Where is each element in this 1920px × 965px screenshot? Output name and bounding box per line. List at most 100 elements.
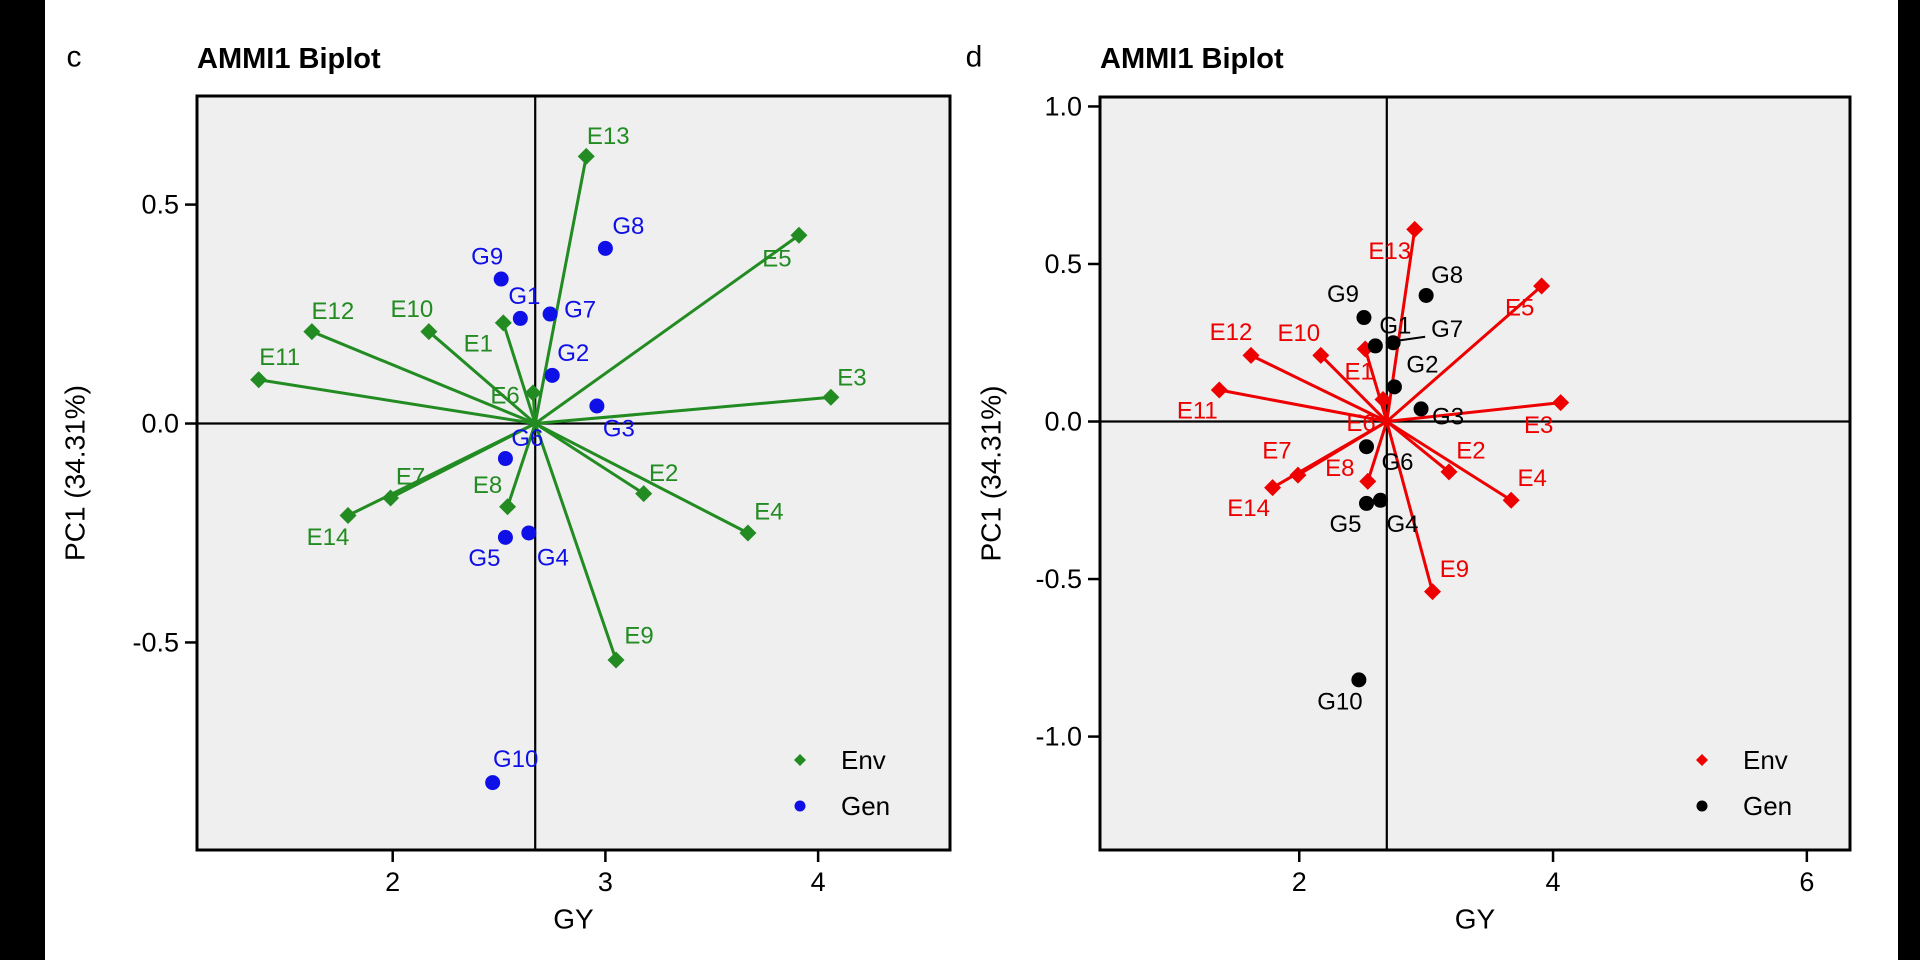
panel-c-gen-point-G5 xyxy=(497,529,513,545)
panel-c-env-point-E8 xyxy=(499,498,517,516)
panel-d-env-vector-E12 xyxy=(1250,354,1388,423)
panel-d-env-point-E3 xyxy=(1552,394,1570,412)
panel-c-env-vector-E14 xyxy=(347,422,536,517)
panel-d-legend-label-Gen: Gen xyxy=(1743,791,1792,821)
panel-d-gen-label-G2: G2 xyxy=(1406,351,1438,378)
panel-c: E1 E2 E3 E4 E5 E6 E7 E8 E9 E10 E11 E12 E13 E14 G1 G2 G3 G… xyxy=(60,41,952,935)
panel-d-env-point-E13 xyxy=(1406,220,1424,238)
panel-d-gen-point-G7 xyxy=(1385,335,1401,351)
panel-d-gen-point-G8 xyxy=(1418,287,1434,303)
panel-d-env-label-E13: E13 xyxy=(1368,238,1411,265)
panel-d-gen-point-G5 xyxy=(1358,495,1374,511)
panel-c-y-tick-label-0.0: 0.0 xyxy=(141,409,179,439)
panel-d-gen-point-G10 xyxy=(1351,672,1367,688)
panel-d-env-vector-E5 xyxy=(1385,284,1543,423)
panel-c-gen-point-G6 xyxy=(497,451,513,467)
panel-c-gen-point-G8 xyxy=(597,240,613,256)
panel-d-env-vector-E3 xyxy=(1386,401,1561,424)
panel-c-gen-label-G9: G9 xyxy=(471,244,503,271)
panel-d-x-axis-title: GY xyxy=(1455,904,1496,935)
panel-d-env-label-E9: E9 xyxy=(1440,556,1469,583)
panel-c-gen-label-G6: G6 xyxy=(511,425,543,452)
panel-c-env-label-E5: E5 xyxy=(762,246,791,273)
panel-c-y-tick-label-0.5: 0.5 xyxy=(141,190,179,220)
panel-d-y-tick-label-0.0: 0.0 xyxy=(1044,407,1082,437)
panel-c-gen-label-G4: G4 xyxy=(537,544,569,571)
panel-c-legend-label-Gen: Gen xyxy=(841,791,890,821)
panel-c-legend-label-Env: Env xyxy=(841,745,886,775)
panel-c-legend: Env Gen xyxy=(794,745,890,821)
panel-c-env-point-E5 xyxy=(790,226,808,244)
panel-c-env-point-E1 xyxy=(494,314,512,332)
panel-d-gen-point-G3 xyxy=(1413,401,1429,417)
panel-c-gen-point-G10 xyxy=(485,775,501,791)
panel-c-env-point-E12 xyxy=(303,323,321,341)
panel-d-env-label-E4: E4 xyxy=(1517,465,1546,492)
panel-c-gen-label-G2: G2 xyxy=(557,340,589,367)
panel-c-env-label-E1: E1 xyxy=(464,330,493,357)
panel-c-x-tick-label-2: 2 xyxy=(385,867,400,897)
panel-c-env-vector-E4 xyxy=(534,422,749,535)
panel-d-y-tick-label--1.0: -1.0 xyxy=(1035,722,1082,752)
panel-d-y-tick-label--0.5: -0.5 xyxy=(1035,564,1082,594)
panel-c-gen-label-G7: G7 xyxy=(564,297,596,324)
panel-d-leader-line-G7 xyxy=(1397,335,1426,342)
panel-d-gen-label-G10: G10 xyxy=(1317,688,1362,715)
panel-d-plot-border xyxy=(1098,95,1852,852)
panel-c-env-label-E7: E7 xyxy=(396,463,425,490)
panel-d-env-label-E3: E3 xyxy=(1524,412,1553,439)
panel-d-x-tick-label-6: 6 xyxy=(1799,867,1814,897)
panel-c-x-axis-title: GY xyxy=(553,904,594,935)
panel-d-env-point-E5 xyxy=(1533,277,1551,295)
panel-c-env-vector-E10 xyxy=(427,330,537,425)
panel-d-gen-label-G6: G6 xyxy=(1381,449,1413,476)
panel-d-x-tick-label-4: 4 xyxy=(1546,867,1561,897)
panel-d-plot-background xyxy=(1100,97,1850,850)
panel-c-y-tick-label--0.5: -0.5 xyxy=(132,627,179,657)
panel-c-env-vector-E12 xyxy=(311,330,536,425)
panel-c-env-label-E2: E2 xyxy=(649,460,678,487)
panel-c-env-label-E3: E3 xyxy=(837,365,866,392)
panel-c-legend-gen-marker xyxy=(794,800,806,812)
panel-d-env-point-E9 xyxy=(1423,583,1441,601)
panel-d-gen-point-G9 xyxy=(1356,310,1372,326)
panel-c-env-point-E4 xyxy=(739,524,757,542)
panel-c-env-label-E14: E14 xyxy=(307,524,350,551)
panel-c-gen-point-G1 xyxy=(512,310,528,326)
panel-c-title: AMMI1 Biplot xyxy=(197,43,381,75)
panel-c-gen-label-G8: G8 xyxy=(612,213,644,240)
panel-c-env-vector-E1 xyxy=(501,322,537,424)
panel-d-env-label-E10: E10 xyxy=(1277,320,1320,347)
panel-d-gen-label-G1: G1 xyxy=(1379,312,1411,339)
panel-c-gen-point-G9 xyxy=(493,271,509,287)
panel-d-env-label-E8: E8 xyxy=(1325,455,1354,482)
panel-c-env-vector-E9 xyxy=(533,423,618,661)
panel-d-env-point-E12 xyxy=(1242,346,1260,364)
panel-c-plot-background xyxy=(197,96,950,850)
panel-d-env-label-E7: E7 xyxy=(1262,438,1291,465)
panel-c-env-point-E13 xyxy=(577,147,595,165)
panel-d-gen-point-G2 xyxy=(1386,379,1402,395)
panel-d-legend-label-Env: Env xyxy=(1743,745,1788,775)
panel-c-x-tick-label-4: 4 xyxy=(811,867,826,897)
panel-c-env-label-E6: E6 xyxy=(490,382,519,409)
panel-d-env-vector-E2 xyxy=(1385,420,1450,474)
panel-c-x-tick-label-3: 3 xyxy=(598,867,613,897)
panel-c-env-label-E12: E12 xyxy=(312,298,355,325)
panel-d-env-label-E11: E11 xyxy=(1177,398,1218,425)
panel-d-gen-label-G5: G5 xyxy=(1329,511,1361,538)
panel-c-env-label-E4: E4 xyxy=(754,498,783,525)
panel-c-env-label-E13: E13 xyxy=(587,123,630,150)
panel-c-env-vector-E3 xyxy=(535,395,832,426)
panel-c-gen-point-G3 xyxy=(589,398,605,414)
panel-d-env-vector-E11 xyxy=(1219,388,1388,423)
panel-d-env-label-E12: E12 xyxy=(1210,319,1253,346)
panel-c-gen-point-G2 xyxy=(544,367,560,383)
panel-d-env-vector-E9 xyxy=(1385,421,1434,593)
panel-d-gen-label-G7: G7 xyxy=(1431,316,1463,343)
panel-d-env-point-E7 xyxy=(1289,466,1307,484)
panel-d-legend-env-marker xyxy=(1696,754,1708,766)
panel-c-gen-label-G1: G1 xyxy=(508,283,540,310)
panel-c-env-vector-E8 xyxy=(506,423,537,508)
